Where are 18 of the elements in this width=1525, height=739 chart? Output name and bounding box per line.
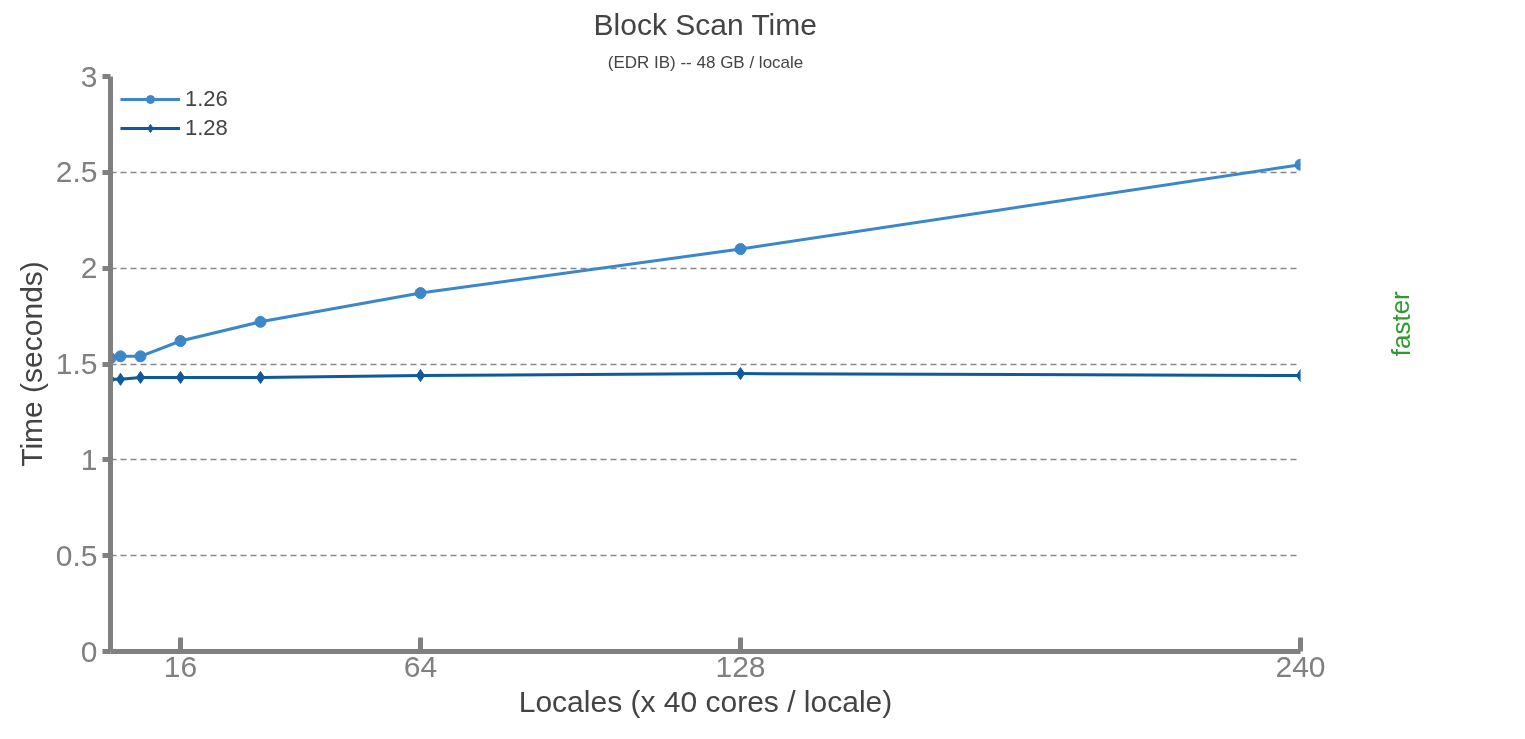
y-tick-label: 3 (80, 59, 98, 93)
y-tick-label: 1 (80, 442, 98, 476)
text: faster (1385, 290, 1416, 357)
x-tick-label: 16 (163, 649, 198, 683)
x-tick-label: 128 (715, 649, 766, 683)
chart-title: Block Scan Time (593, 7, 817, 41)
y-tick-label: 0.5 (55, 538, 98, 572)
y-tick-label: 0 (80, 634, 98, 668)
y-axis-title: Time (seconds) (14, 261, 48, 467)
legend-label: 1.26 (185, 86, 228, 112)
y-tick-label: 1.5 (55, 347, 98, 380)
x-tick-label: 240 (1275, 649, 1326, 683)
y-tick-label: 2 (80, 251, 98, 285)
legend-label: 1.28 (185, 115, 228, 141)
y-tick-label: 2.5 (55, 155, 98, 189)
x-tick-label: 64 (403, 649, 438, 683)
x-axis-title: Locales (x 40 cores / locale) (518, 684, 893, 718)
chart-subtitle: (EDR IB) -- 48 GB / locale (607, 52, 804, 72)
